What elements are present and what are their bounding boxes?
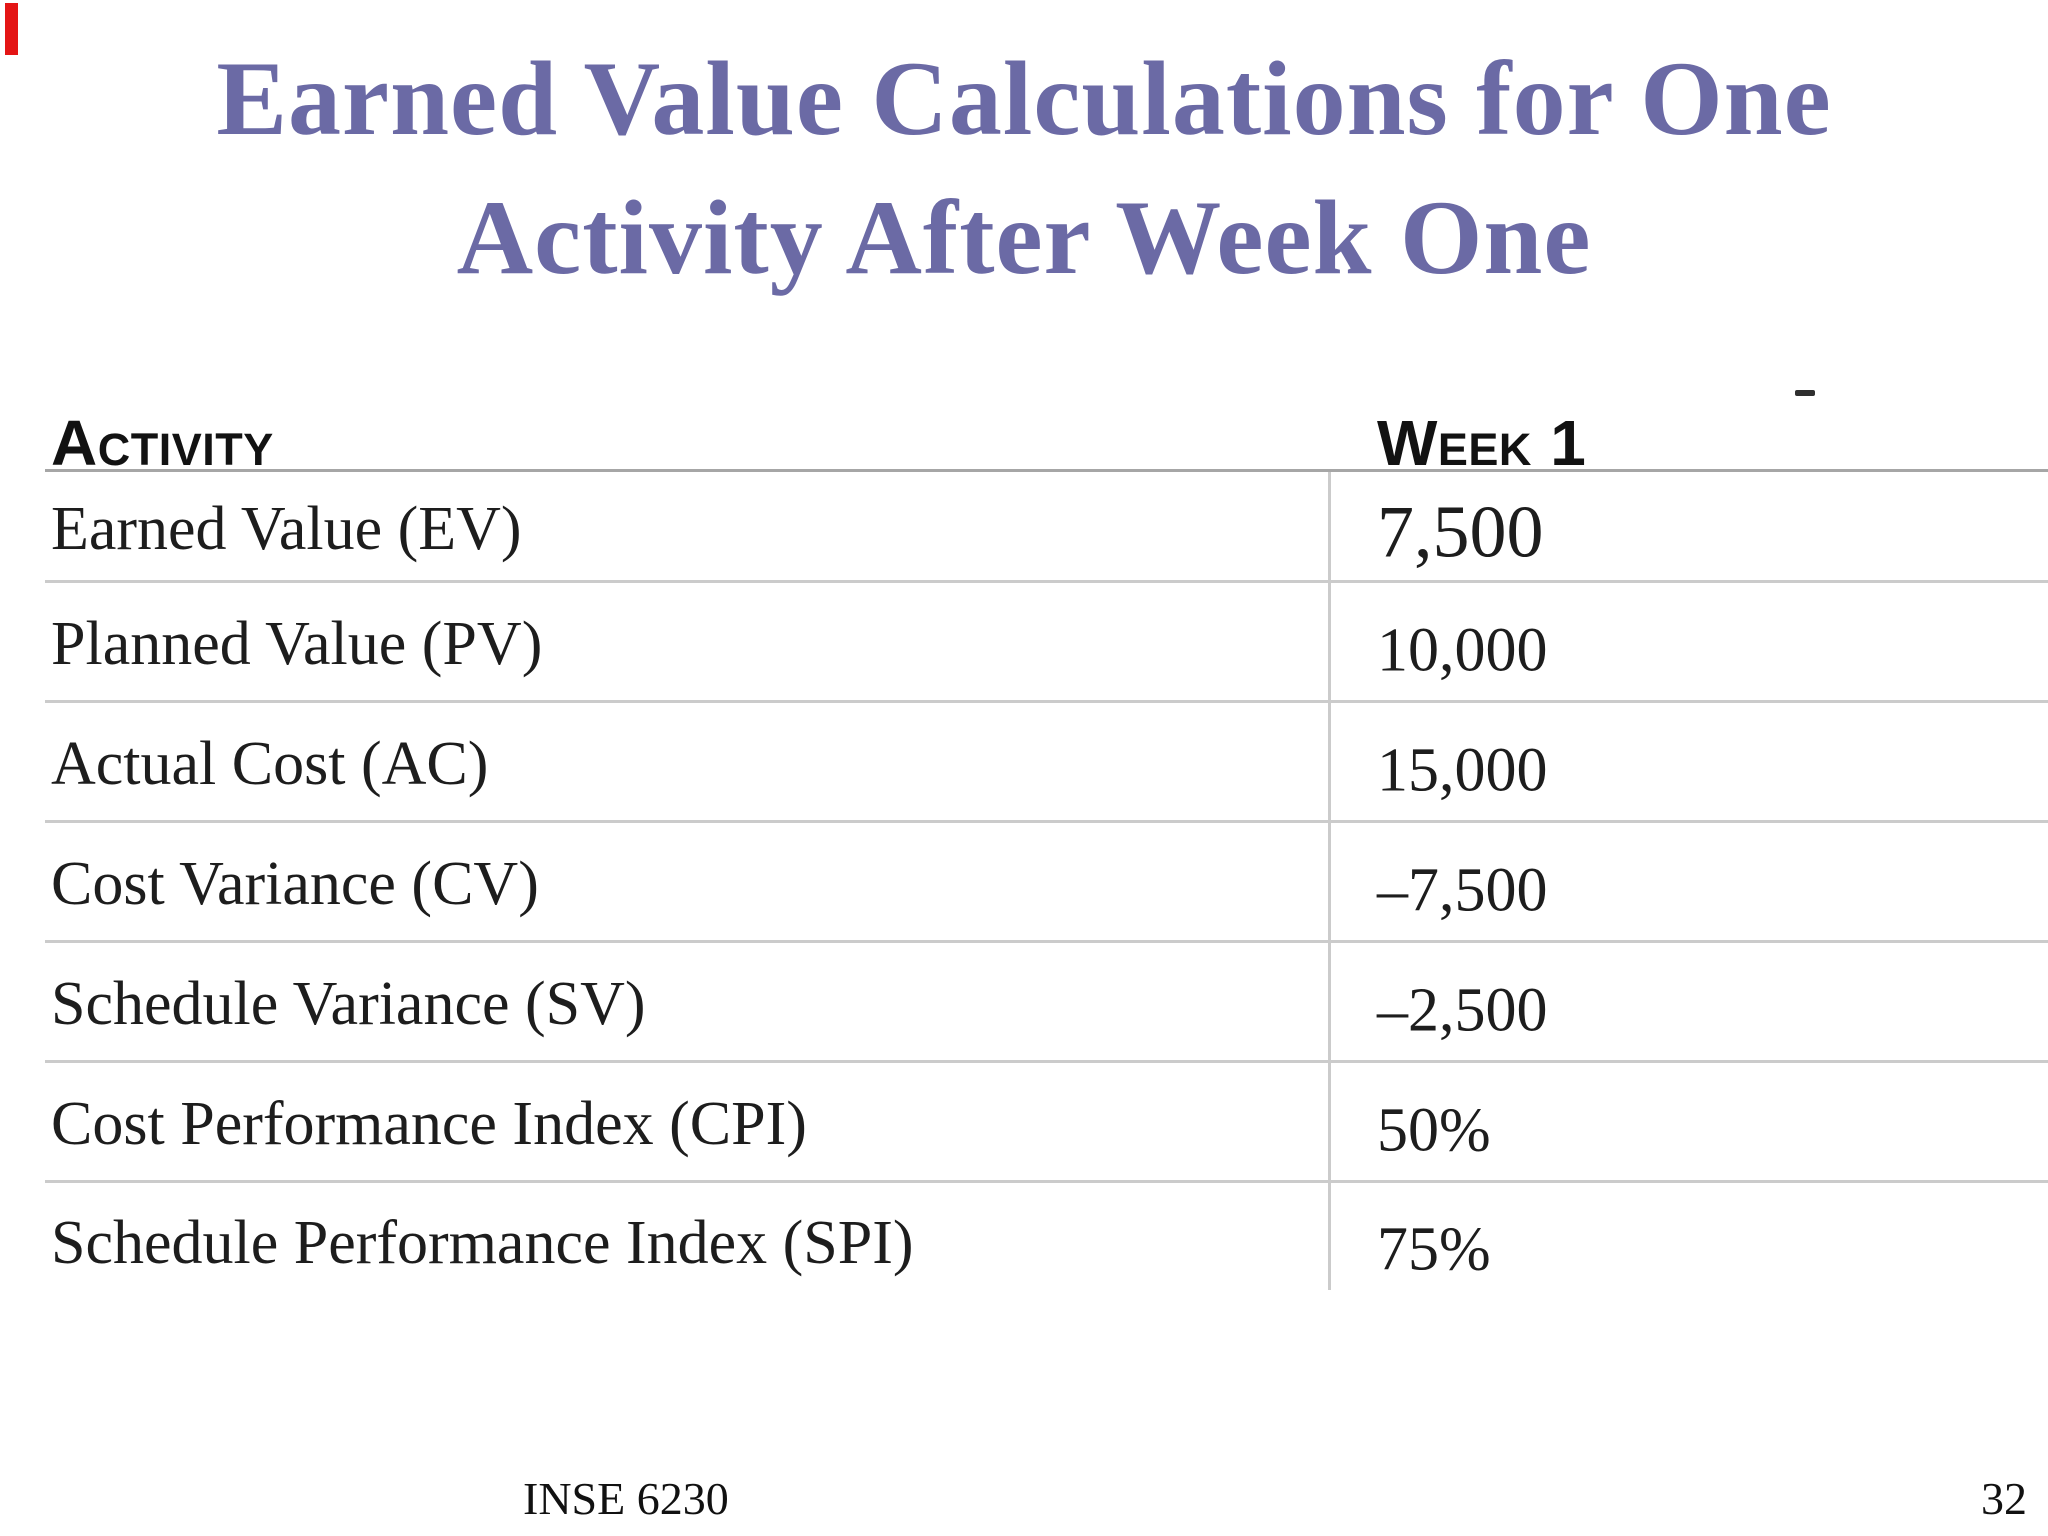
row-label: Cost Performance Index (CPI) <box>51 1090 807 1158</box>
row-value: 15,000 <box>1377 736 1548 804</box>
row-value: 7,500 <box>1377 491 1544 574</box>
table-row: Schedule Variance (SV) –2,500 <box>45 943 2048 1063</box>
earned-value-table: Activity Week 1 Earned Value (EV) 7,500 … <box>45 400 2048 1298</box>
table-row: Earned Value (EV) 7,500 <box>45 472 2048 583</box>
row-label: Schedule Performance Index (SPI) <box>51 1209 914 1277</box>
course-code: INSE 6230 <box>523 1473 729 1524</box>
table-row: Planned Value (PV) 10,000 <box>45 583 2048 703</box>
row-value: –2,500 <box>1377 976 1548 1044</box>
table-header-row: Activity Week 1 <box>45 400 2048 479</box>
row-label: Planned Value (PV) <box>51 610 543 678</box>
row-label: Earned Value (EV) <box>51 494 522 563</box>
row-label: Actual Cost (AC) <box>51 730 489 798</box>
column-header-activity: Activity <box>51 406 274 479</box>
column-header-week1: Week 1 <box>1377 406 1587 479</box>
row-label: Cost Variance (CV) <box>51 850 539 918</box>
table-row: Cost Performance Index (CPI) 50% <box>45 1063 2048 1183</box>
red-marker <box>5 3 18 55</box>
page-number: 32 <box>1981 1473 2027 1524</box>
row-value: 75% <box>1377 1215 1491 1283</box>
row-value: 10,000 <box>1377 616 1548 684</box>
row-label: Schedule Variance (SV) <box>51 970 646 1038</box>
dash-mark <box>1795 390 1815 396</box>
row-value: –7,500 <box>1377 856 1548 924</box>
table-row: Schedule Performance Index (SPI) 75% <box>45 1183 2048 1298</box>
column-divider-line <box>1328 472 1331 1290</box>
title-line-1: Earned Value Calculations for One <box>216 40 1832 157</box>
table-row: Actual Cost (AC) 15,000 <box>45 703 2048 823</box>
page-title: Earned Value Calculations for One Activi… <box>0 30 2048 308</box>
table-row: Cost Variance (CV) –7,500 <box>45 823 2048 943</box>
title-line-2: Activity After Week One <box>456 178 1592 296</box>
row-value: 50% <box>1377 1096 1491 1164</box>
